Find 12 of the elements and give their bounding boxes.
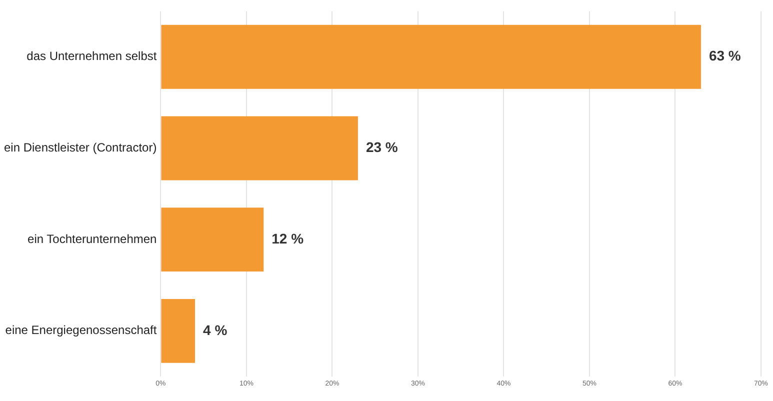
y-tick-label: ein Tochterunternehmen <box>28 232 157 246</box>
y-tick-label: das Unternehmen selbst <box>26 49 158 64</box>
bar <box>161 116 358 180</box>
data-label: 63 % <box>708 48 742 64</box>
bar <box>161 24 701 89</box>
data-label: 4 % <box>203 322 228 338</box>
data-label: 12 % <box>272 230 304 246</box>
y-tick-label: eine Energiegenossenschaft <box>5 323 158 338</box>
bar <box>161 298 196 363</box>
y-tick-label: ein Dienstleister (Contractor) <box>4 140 157 155</box>
data-label: 23 % <box>366 139 398 156</box>
bar <box>161 208 264 272</box>
